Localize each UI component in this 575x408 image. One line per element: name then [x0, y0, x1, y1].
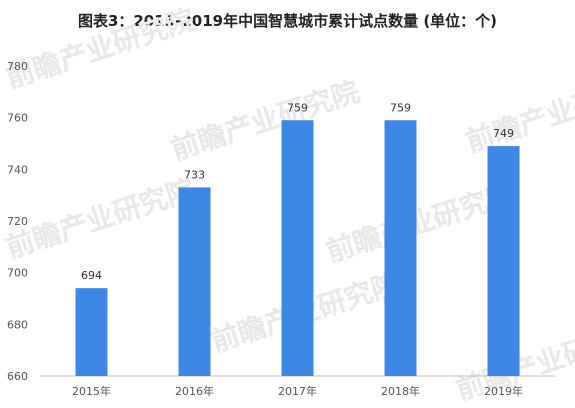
y-tick-label: 720 — [7, 215, 28, 228]
y-tick-label: 740 — [7, 163, 28, 176]
data-label: 749 — [493, 127, 514, 140]
y-tick-label: 760 — [7, 112, 28, 125]
x-tick-label: 2016年 — [175, 384, 214, 398]
y-tick-label: 780 — [7, 60, 28, 73]
labels-layer: 694 2015年 733 2016年 759 2017年 759 2018年 749 2019年 — [72, 101, 523, 398]
watermark-text: 前瞻产业研究院 — [2, 3, 199, 95]
x-tick-label: 2019年 — [484, 384, 523, 398]
bar — [384, 120, 417, 376]
bars-layer — [75, 120, 520, 376]
data-label: 694 — [81, 269, 102, 282]
bar — [487, 146, 520, 376]
data-label: 759 — [390, 101, 411, 114]
bar — [281, 120, 314, 376]
bar — [178, 187, 211, 376]
bar — [75, 288, 108, 376]
y-tick-label: 700 — [7, 267, 28, 280]
watermark-text: 前瞻产业研究院 — [167, 75, 364, 167]
watermark-text: 前瞻产业研究院 — [462, 67, 575, 159]
x-tick-label: 2018年 — [381, 384, 420, 398]
data-label: 733 — [184, 168, 205, 181]
data-label: 759 — [287, 101, 308, 114]
watermark-text: 前瞻产业研究院 — [2, 173, 199, 265]
y-tick-label: 680 — [7, 318, 28, 331]
x-tick-label: 2015年 — [72, 384, 111, 398]
chart-title: 图表3：2015-2019年中国智慧城市累计试点数量 (单位：个) — [77, 12, 498, 30]
y-tick-label: 660 — [7, 370, 28, 383]
x-tick-label: 2017年 — [278, 384, 317, 398]
